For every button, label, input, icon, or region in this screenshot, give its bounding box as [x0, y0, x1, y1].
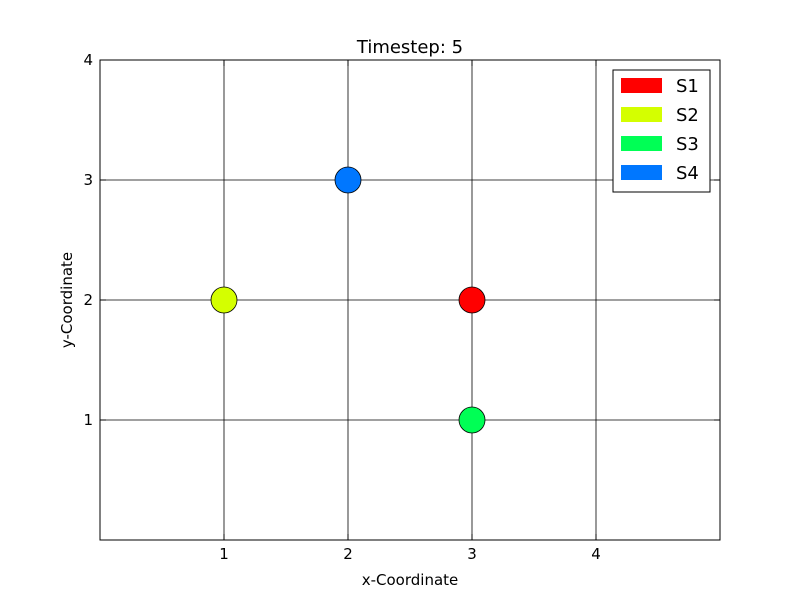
- chart-title: Timestep: 5: [356, 37, 463, 58]
- legend-swatch-s1: [621, 78, 662, 93]
- y-tick-label: 1: [83, 411, 93, 429]
- y-axis-label: y-Coordinate: [58, 252, 76, 348]
- x-tick-label: 1: [219, 545, 229, 563]
- legend-label-s2: S2: [676, 105, 699, 126]
- legend: S1 S2 S3 S4: [612, 69, 711, 193]
- x-tick-label: 3: [467, 545, 477, 563]
- x-axis-label: x-Coordinate: [362, 571, 459, 589]
- legend-label-s1: S1: [676, 76, 699, 97]
- legend-swatch-s4: [621, 165, 662, 180]
- y-tick-label: 2: [83, 291, 93, 309]
- grid: [100, 59, 720, 540]
- axis-ticks: 1 2 3 4 1 2 3 4: [83, 51, 720, 563]
- data-point-s2: [210, 286, 238, 314]
- legend-swatch-s3: [621, 136, 662, 151]
- x-tick-label: 2: [343, 545, 353, 563]
- legend-swatch-s2: [621, 107, 662, 122]
- y-tick-label: 4: [83, 51, 93, 69]
- data-points: [210, 166, 486, 434]
- y-tick-label: 3: [83, 171, 93, 189]
- data-point-s3: [458, 406, 486, 434]
- x-tick-label: 4: [591, 545, 601, 563]
- data-point-s1: [458, 286, 486, 314]
- legend-label-s4: S4: [676, 163, 699, 184]
- legend-label-s3: S3: [676, 134, 699, 155]
- data-point-s4: [334, 166, 362, 194]
